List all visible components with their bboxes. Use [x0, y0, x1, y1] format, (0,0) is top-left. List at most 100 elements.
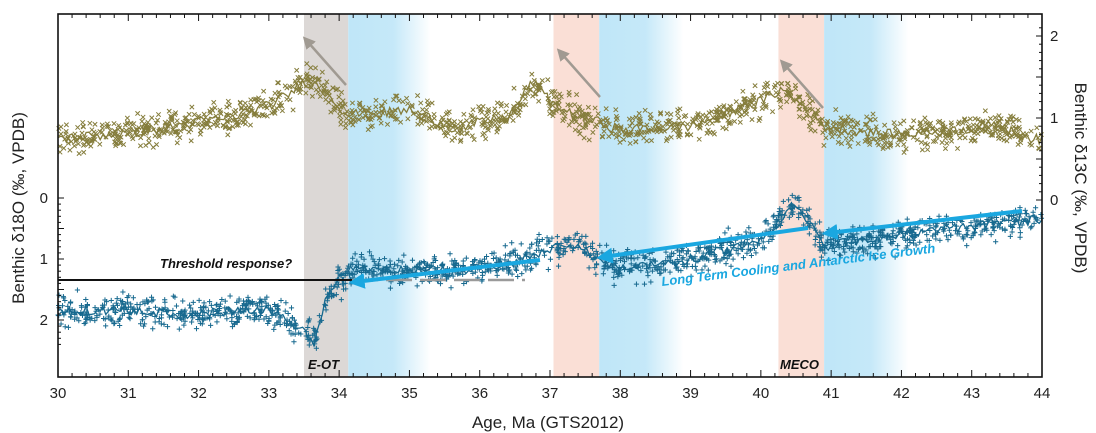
data-point [387, 285, 394, 291]
data-point [308, 65, 314, 71]
data-point [676, 115, 682, 121]
data-point [507, 250, 513, 257]
data-point [948, 135, 954, 141]
data-point [892, 254, 898, 260]
data-point [537, 82, 543, 88]
data-point [836, 252, 843, 258]
data-point [917, 239, 923, 245]
data-point [479, 269, 485, 276]
data-point [876, 228, 882, 234]
data-point [134, 128, 140, 134]
data-point [583, 122, 589, 128]
data-point [87, 120, 93, 126]
data-point [470, 270, 476, 277]
data-point [342, 280, 348, 286]
data-point [980, 118, 986, 124]
data-point [925, 147, 931, 153]
data-point [158, 312, 165, 318]
data-point [922, 140, 928, 147]
data-point [576, 128, 582, 134]
data-point [993, 239, 999, 245]
data-point [338, 121, 344, 127]
data-point [305, 319, 311, 325]
data-point [516, 109, 522, 115]
data-point [872, 243, 878, 250]
data-point [126, 293, 132, 299]
data-point [306, 342, 312, 348]
data-point [119, 301, 125, 307]
data-point [875, 246, 881, 252]
data-point [825, 240, 831, 246]
data-point [992, 115, 998, 121]
data-point [990, 130, 996, 136]
data-point [391, 97, 397, 103]
data-point [392, 116, 398, 122]
data-point [446, 125, 452, 131]
data-point [350, 255, 356, 261]
data-point [102, 316, 108, 322]
data-point [657, 111, 664, 117]
data-point [315, 89, 321, 95]
data-point [675, 121, 681, 127]
data-point [222, 298, 228, 304]
data-point [319, 69, 325, 75]
data-point [233, 314, 240, 320]
data-point [753, 250, 759, 256]
data-point [134, 301, 140, 308]
data-point [493, 255, 499, 261]
data-point [726, 121, 732, 127]
data-point [366, 249, 373, 255]
data-point [926, 237, 932, 244]
data-point [358, 251, 365, 258]
data-point [316, 76, 322, 82]
data-point [117, 315, 123, 321]
data-point [390, 113, 397, 119]
data-point [574, 92, 580, 98]
data-point [943, 233, 950, 239]
data-point [99, 129, 105, 135]
band-pink-4 [778, 14, 825, 377]
band-blue-1 [348, 14, 431, 377]
data-point [240, 305, 246, 312]
data-point [87, 314, 93, 320]
data-point [399, 259, 405, 265]
data-point [677, 106, 683, 112]
data-point [218, 111, 224, 117]
data-point [828, 130, 834, 136]
data-point [890, 228, 896, 234]
data-point [876, 142, 882, 148]
data-point [647, 111, 653, 117]
data-point [1017, 234, 1023, 240]
data-point [502, 243, 508, 249]
y-left-tick-label: 1 [40, 251, 48, 268]
data-point [545, 266, 551, 273]
data-point [872, 116, 878, 122]
data-point [453, 260, 459, 266]
y-left-tick-label: 2 [40, 312, 48, 329]
data-point [404, 95, 410, 101]
data-point [277, 321, 283, 328]
data-point [331, 292, 337, 298]
data-point [63, 131, 69, 137]
data-point [124, 121, 130, 127]
data-point [769, 109, 776, 115]
data-point [806, 206, 812, 212]
data-point [216, 304, 222, 310]
data-point [420, 107, 426, 113]
data-point [156, 134, 162, 140]
data-point [760, 245, 766, 251]
data-point [861, 249, 867, 255]
data-point [186, 302, 193, 308]
data-point [313, 345, 319, 351]
data-point [92, 121, 98, 127]
data-point [564, 239, 570, 245]
data-point [807, 216, 813, 222]
data-point [274, 303, 280, 310]
d13c-series [56, 61, 1044, 157]
data-point [592, 265, 598, 271]
data-point [864, 121, 870, 127]
data-point [904, 236, 911, 242]
data-point [743, 229, 749, 235]
data-point [517, 107, 523, 113]
data-point [173, 110, 179, 116]
